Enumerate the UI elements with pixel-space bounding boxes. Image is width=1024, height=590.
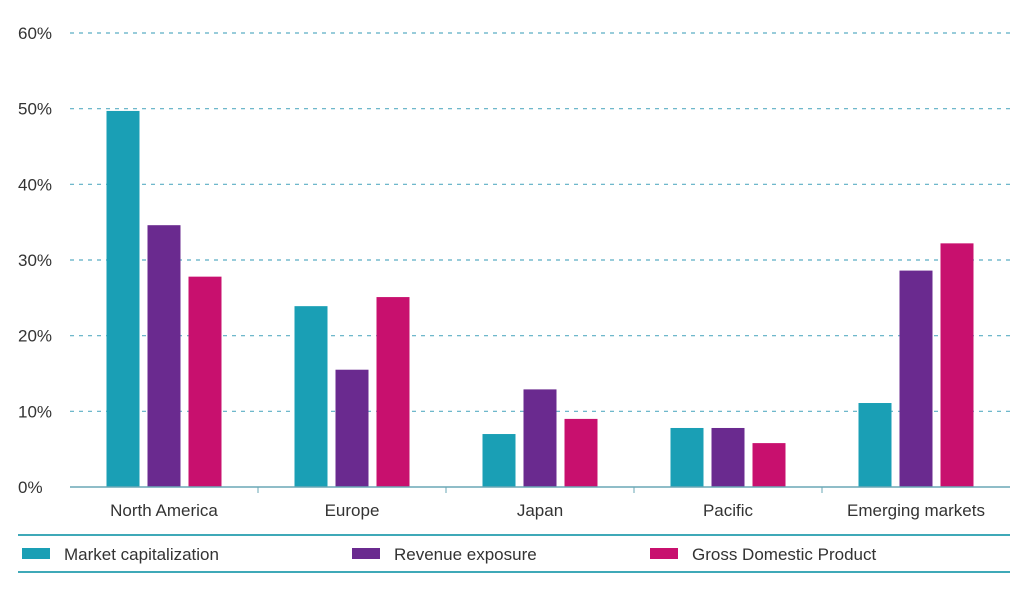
- bar: [106, 110, 140, 487]
- legend-swatch: [650, 548, 678, 559]
- x-tick-label: Japan: [517, 501, 563, 520]
- y-tick-label: 10%: [18, 402, 52, 421]
- x-axis: [70, 486, 1010, 493]
- y-tick-label: 40%: [18, 175, 52, 194]
- y-tick-label: 60%: [18, 24, 52, 43]
- bar: [940, 243, 974, 487]
- legend-label: Gross Domestic Product: [692, 545, 876, 564]
- legend-swatch: [22, 548, 50, 559]
- x-axis-labels: North America Europe Japan Pacific Emerging …: [110, 501, 985, 520]
- bar: [858, 403, 892, 487]
- bar: [523, 389, 557, 487]
- legend-label: Market capitalization: [64, 545, 219, 564]
- bar: [294, 306, 328, 487]
- x-tick-label: North America: [110, 501, 218, 520]
- y-tick-label: 0%: [18, 478, 43, 497]
- gridlines: [70, 32, 1010, 412]
- y-axis: 0% 10% 20% 30% 40% 50% 60%: [18, 24, 52, 497]
- bar: [711, 427, 745, 487]
- bar: [376, 297, 410, 487]
- legend: Market capitalization Revenue exposure Gro…: [18, 534, 1010, 573]
- bar: [188, 276, 222, 487]
- bar: [147, 225, 181, 487]
- x-tick-label: Europe: [325, 501, 380, 520]
- y-tick-label: 20%: [18, 327, 52, 346]
- bar: [564, 418, 598, 487]
- bar: [482, 434, 516, 487]
- y-tick-label: 30%: [18, 251, 52, 270]
- x-tick-label: Pacific: [703, 501, 754, 520]
- y-tick-label: 50%: [18, 100, 52, 119]
- bar: [670, 427, 704, 487]
- legend-swatch: [352, 548, 380, 559]
- bar: [752, 443, 786, 487]
- bars: [106, 110, 974, 487]
- bar: [899, 270, 933, 487]
- bar: [335, 369, 369, 487]
- x-tick-label: Emerging markets: [847, 501, 985, 520]
- legend-label: Revenue exposure: [394, 545, 537, 564]
